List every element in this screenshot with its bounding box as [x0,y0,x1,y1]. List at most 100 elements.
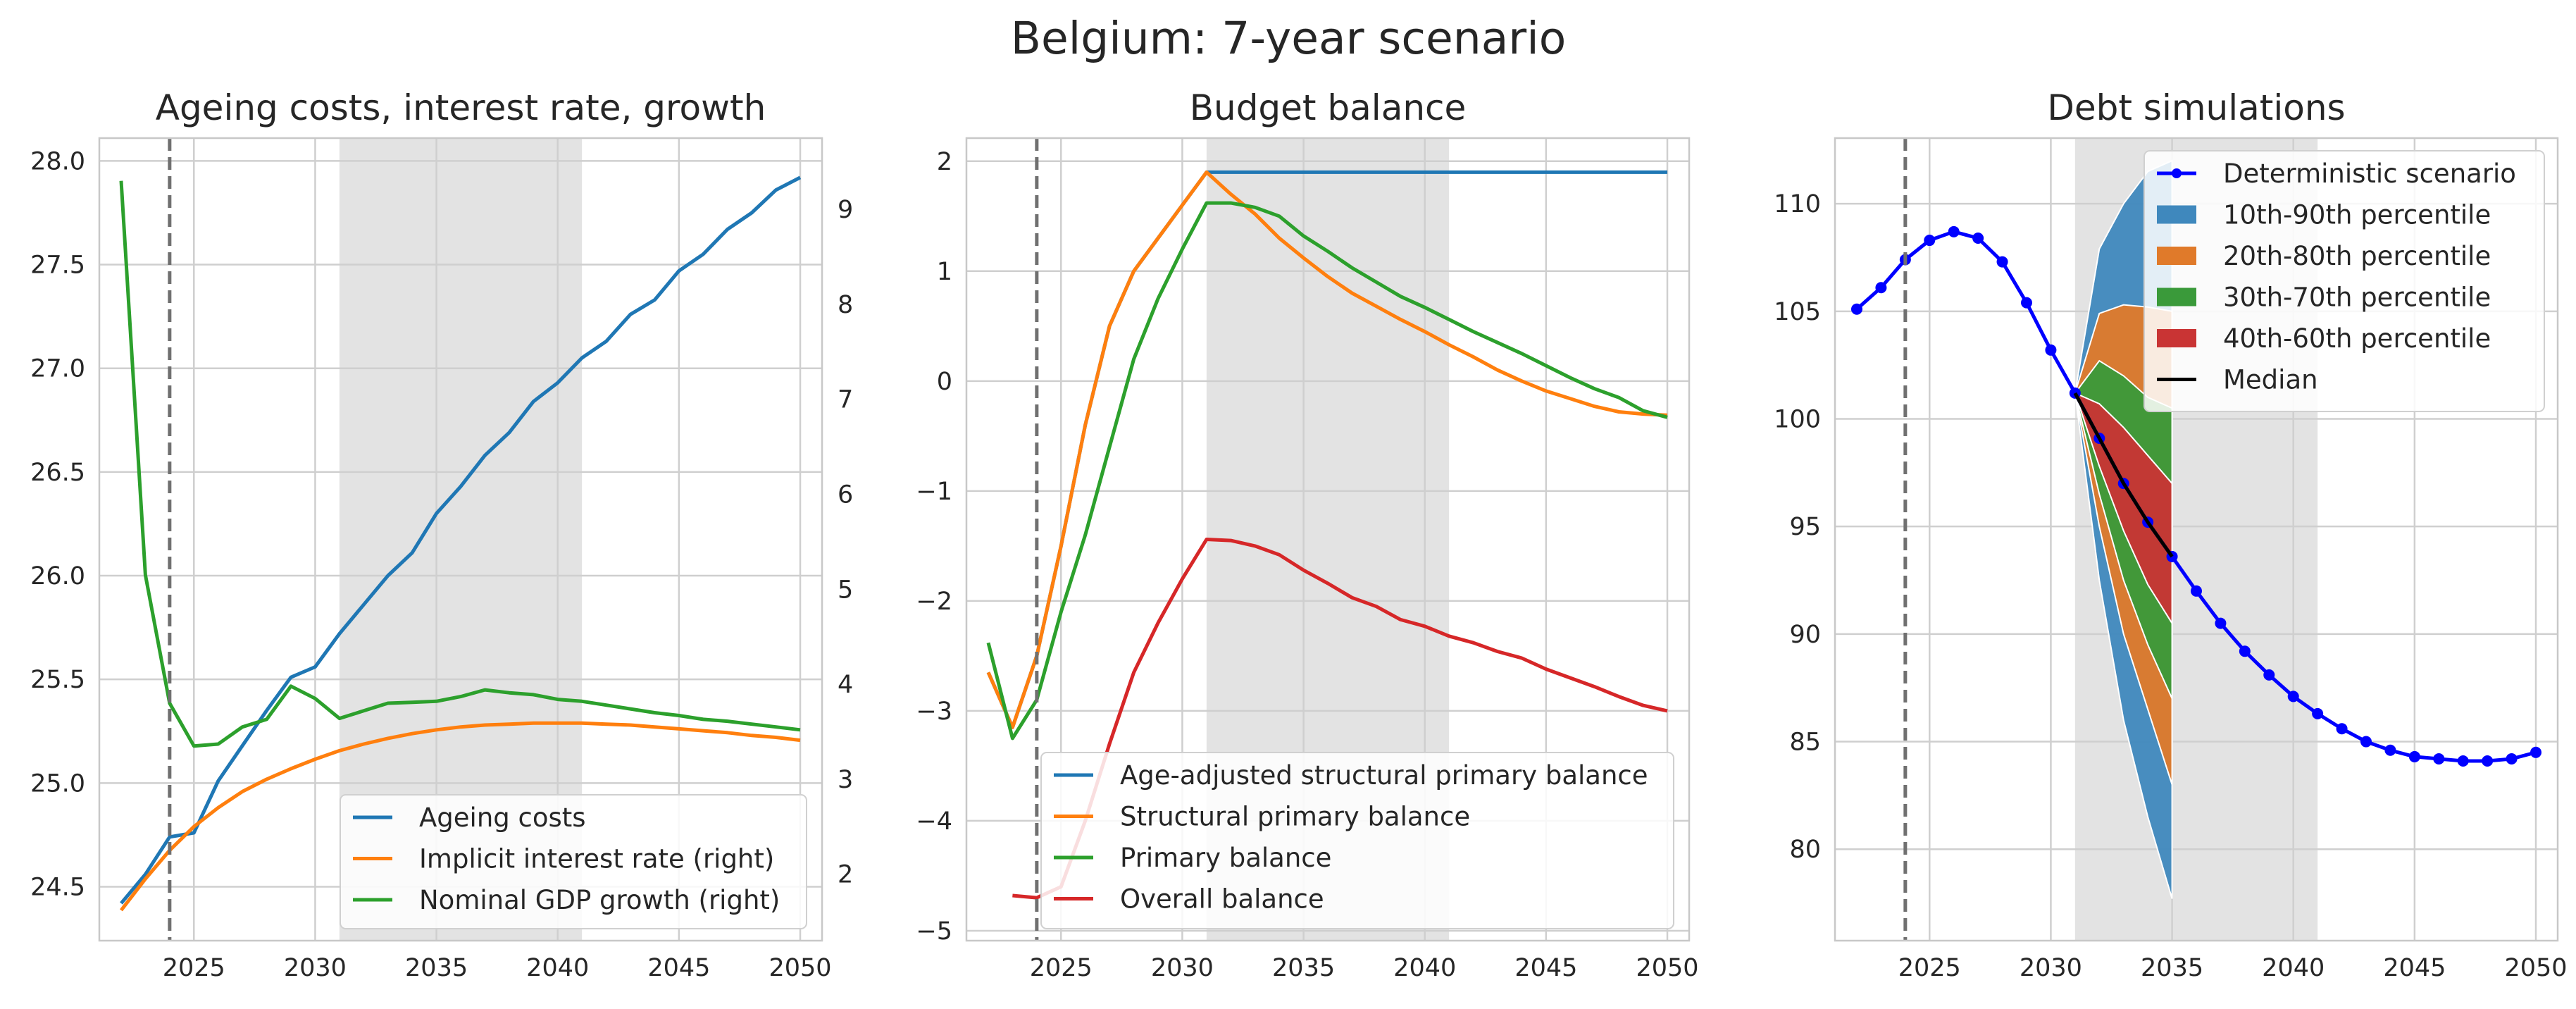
axes-frame [965,137,1691,942]
legend-box [2143,150,2545,412]
legend-box [340,794,807,929]
data-point [2020,297,2032,309]
data-point [2191,585,2202,597]
y-tick-label: −1 [916,478,952,506]
y2-tick-label: 5 [838,576,853,604]
panel-title: Debt simulations [2047,87,2345,128]
data-point [2384,744,2396,756]
y-tick-label: 100 [1774,405,1821,433]
y-tick-label: 26.0 [30,562,85,590]
y-tick-label: −4 [916,807,952,836]
data-point [2239,645,2251,657]
panel-budget-balance: 2025 2030 2035 2040 2045 2050 −5 −4 −3 −2 −1 0 1 2 Bud… [916,87,1698,982]
legend-label: Structural primary balance [1120,802,1470,832]
y-tick-label: 25.5 [30,666,85,694]
y-tick-label: 27.0 [30,355,85,383]
x-tick-label: 2040 [526,954,589,982]
x-tick-label: 2045 [647,954,710,982]
legend-label: Median [2223,365,2318,395]
x-tick-label: 2050 [1636,954,1698,982]
y2-tick-label: 9 [838,196,853,224]
y2-tick-label: 7 [838,386,853,414]
axes-frame [98,137,823,942]
y-tick-label: −3 [916,698,952,726]
legend-swatch [2157,247,2196,265]
y-tick-label: 26.5 [30,459,85,487]
axes-frame [1834,137,2559,942]
y-tick-label: −2 [916,588,952,616]
data-point [2215,617,2227,629]
panel-ageing-costs: 2025 2030 2035 2040 2045 2050 24.5 25.0 25.5 26.0… [30,87,853,982]
data-point [2045,344,2057,356]
legend-label: Ageing costs [419,803,586,833]
data-point [1924,235,1936,247]
x-tick-label: 2030 [284,954,347,982]
y-tick-label: 95 [1789,513,1821,541]
data-point [1972,232,1984,244]
legend-label: Deterministic scenario [2223,159,2516,189]
y-tick-label: 24.5 [30,873,85,901]
series-line-primary-balance [986,201,1668,741]
legend-label: 20th-80th percentile [2223,241,2491,271]
y-tick-label: 110 [1774,190,1821,218]
x-tick-label: 2050 [769,954,831,982]
x-tick-label: 2045 [2383,954,2446,982]
data-point [2506,753,2518,765]
data-point [2336,723,2348,735]
legend-box [1040,752,1674,929]
series-line-median [2073,392,2174,558]
legend: Deterministic scenario 10th-90th percenti… [2143,150,2545,412]
x-tick-label: 2040 [1393,954,1456,982]
y2-tick-label: 4 [838,671,853,699]
panel-debt-simulations: 2025 2030 2035 2040 2045 2050 80 85 90 95 100 105 11… [1774,87,2567,982]
legend-label: Implicit interest rate (right) [419,844,774,874]
y-tick-label: 27.5 [30,252,85,280]
data-point [1996,256,2008,268]
y-tick-label: 80 [1789,836,1821,864]
data-point [1948,225,1960,237]
y2-tick-label: 6 [838,481,853,509]
y-tick-label: 25.0 [30,769,85,798]
legend-swatch [2157,329,2196,347]
series-line-nominal-gdp-growth-right [119,180,801,748]
y2-tick-label: 3 [838,766,853,794]
x-tick-label: 2045 [1514,954,1577,982]
legend-label: 30th-70th percentile [2223,283,2491,313]
legend-label: 40th-60th percentile [2223,323,2491,354]
y-tick-label: 0 [937,368,952,396]
data-point [2263,669,2275,681]
figure-title: Belgium: 7-year scenario [1011,13,1567,64]
x-tick-label: 2035 [2141,954,2203,982]
panel-title: Budget balance [1190,87,1467,128]
x-tick-label: 2040 [2262,954,2325,982]
x-tick-label: 2030 [2020,954,2082,982]
data-point [1850,303,1862,315]
x-tick-label: 2025 [1898,954,1961,982]
y-tick-label: −5 [916,917,952,946]
x-tick-label: 2035 [1272,954,1335,982]
series-line-overall-balance [1012,538,1668,900]
series-line-structural-primary-balance [986,170,1668,729]
data-point [2433,753,2445,765]
y2-tick-label: 8 [838,291,853,319]
y-tick-label: 90 [1789,621,1821,649]
series-line-implicit-interest-rate-right [120,721,801,912]
legend-swatch [2157,205,2196,224]
x-tick-label: 2030 [1151,954,1214,982]
y-tick-label: 28.0 [30,147,85,175]
data-point [2312,707,2324,719]
data-point [2287,691,2299,702]
legend-label: Primary balance [1120,843,1331,873]
legend-label: Overall balance [1120,884,1324,915]
y-tick-label: 1 [937,258,952,286]
data-point [2530,746,2542,758]
x-tick-label: 2025 [163,954,225,982]
legend: Age-adjusted structural primary balance S… [1040,752,1674,929]
x-tick-label: 2050 [2504,954,2567,982]
x-tick-label: 2025 [1030,954,1093,982]
y2-tick-label: 2 [838,861,853,889]
y-tick-label: 105 [1774,298,1821,326]
legend: Ageing costs Implicit interest rate (righ… [340,794,807,929]
data-point [2457,755,2469,767]
